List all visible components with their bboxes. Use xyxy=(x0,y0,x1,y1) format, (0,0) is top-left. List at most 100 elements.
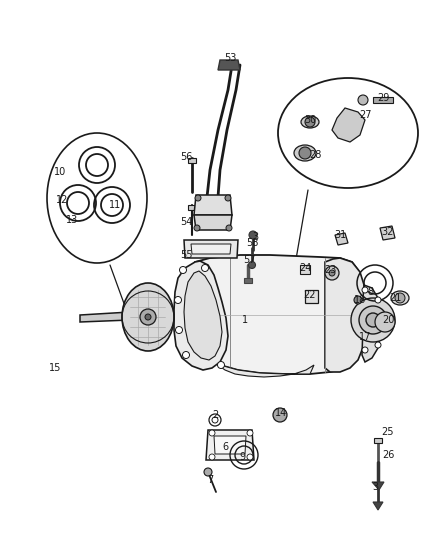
Circle shape xyxy=(201,264,208,271)
Polygon shape xyxy=(305,290,318,303)
Polygon shape xyxy=(184,240,238,258)
Circle shape xyxy=(225,195,231,201)
Polygon shape xyxy=(218,365,314,377)
Circle shape xyxy=(395,293,405,303)
Polygon shape xyxy=(373,502,383,510)
Text: 17: 17 xyxy=(359,332,371,342)
Polygon shape xyxy=(374,438,382,443)
Polygon shape xyxy=(325,258,366,372)
Text: 13: 13 xyxy=(66,215,78,225)
Text: 20: 20 xyxy=(382,315,394,325)
Circle shape xyxy=(354,296,362,304)
Polygon shape xyxy=(372,482,384,490)
Text: 28: 28 xyxy=(309,150,321,160)
Text: 12: 12 xyxy=(56,195,68,205)
Circle shape xyxy=(176,327,183,334)
Ellipse shape xyxy=(47,133,147,263)
Text: 54: 54 xyxy=(180,217,192,227)
Polygon shape xyxy=(193,255,363,374)
Polygon shape xyxy=(335,233,348,245)
Text: 9: 9 xyxy=(239,452,245,462)
Circle shape xyxy=(174,296,181,303)
Polygon shape xyxy=(184,271,222,360)
Circle shape xyxy=(204,468,212,476)
Circle shape xyxy=(375,297,381,303)
Text: 11: 11 xyxy=(109,200,121,210)
Polygon shape xyxy=(218,60,240,70)
Text: 21: 21 xyxy=(389,293,401,303)
Circle shape xyxy=(247,430,253,436)
Circle shape xyxy=(273,408,287,422)
Polygon shape xyxy=(194,195,232,215)
Text: 27: 27 xyxy=(359,110,371,120)
Polygon shape xyxy=(174,261,228,370)
Text: 7: 7 xyxy=(207,475,213,485)
Circle shape xyxy=(195,195,201,201)
Text: 14: 14 xyxy=(275,408,287,418)
Polygon shape xyxy=(244,278,252,283)
Text: 56: 56 xyxy=(180,152,192,162)
Circle shape xyxy=(359,306,387,334)
Polygon shape xyxy=(188,205,196,210)
Polygon shape xyxy=(332,108,365,142)
Text: 55: 55 xyxy=(180,250,192,260)
Text: 24: 24 xyxy=(299,263,311,273)
Text: 25: 25 xyxy=(382,427,394,437)
Circle shape xyxy=(305,117,315,127)
Polygon shape xyxy=(362,285,380,362)
Circle shape xyxy=(248,262,255,269)
Text: 58: 58 xyxy=(246,238,258,248)
Circle shape xyxy=(299,147,311,159)
Text: 1: 1 xyxy=(242,315,248,325)
Circle shape xyxy=(183,351,190,359)
Text: 32: 32 xyxy=(382,227,394,237)
Polygon shape xyxy=(191,244,231,254)
Polygon shape xyxy=(373,97,393,103)
Polygon shape xyxy=(188,158,196,163)
Circle shape xyxy=(329,270,335,276)
Circle shape xyxy=(140,309,156,325)
Text: 23: 23 xyxy=(324,265,336,275)
Circle shape xyxy=(249,231,257,239)
Polygon shape xyxy=(80,312,130,322)
Polygon shape xyxy=(194,215,232,230)
Ellipse shape xyxy=(122,283,174,351)
Polygon shape xyxy=(380,226,395,240)
Circle shape xyxy=(218,361,225,368)
Polygon shape xyxy=(206,430,254,460)
Circle shape xyxy=(209,430,215,436)
Circle shape xyxy=(226,225,232,231)
Circle shape xyxy=(362,347,368,353)
Circle shape xyxy=(180,266,187,273)
Text: 26: 26 xyxy=(382,450,394,460)
Circle shape xyxy=(212,417,218,423)
Text: 2: 2 xyxy=(212,410,218,420)
Text: 29: 29 xyxy=(377,93,389,103)
Circle shape xyxy=(325,266,339,280)
Text: 3: 3 xyxy=(252,232,258,242)
Text: 15: 15 xyxy=(49,363,61,373)
Text: 8: 8 xyxy=(367,287,373,297)
Text: 10: 10 xyxy=(54,167,66,177)
Text: 6: 6 xyxy=(222,442,228,452)
Ellipse shape xyxy=(278,78,418,188)
Polygon shape xyxy=(214,436,246,454)
Circle shape xyxy=(358,95,368,105)
Circle shape xyxy=(247,454,253,460)
Text: 53: 53 xyxy=(224,53,236,63)
Circle shape xyxy=(362,287,368,293)
Ellipse shape xyxy=(391,291,409,305)
Ellipse shape xyxy=(301,116,319,128)
Text: 57: 57 xyxy=(243,255,255,265)
Polygon shape xyxy=(300,265,310,274)
Text: 31: 31 xyxy=(334,230,346,240)
Circle shape xyxy=(209,454,215,460)
Ellipse shape xyxy=(294,145,316,161)
Text: 22: 22 xyxy=(304,290,316,300)
Circle shape xyxy=(145,314,151,320)
Circle shape xyxy=(375,312,395,332)
Circle shape xyxy=(375,342,381,348)
Text: 18: 18 xyxy=(354,295,366,305)
Circle shape xyxy=(194,225,200,231)
Circle shape xyxy=(351,298,395,342)
